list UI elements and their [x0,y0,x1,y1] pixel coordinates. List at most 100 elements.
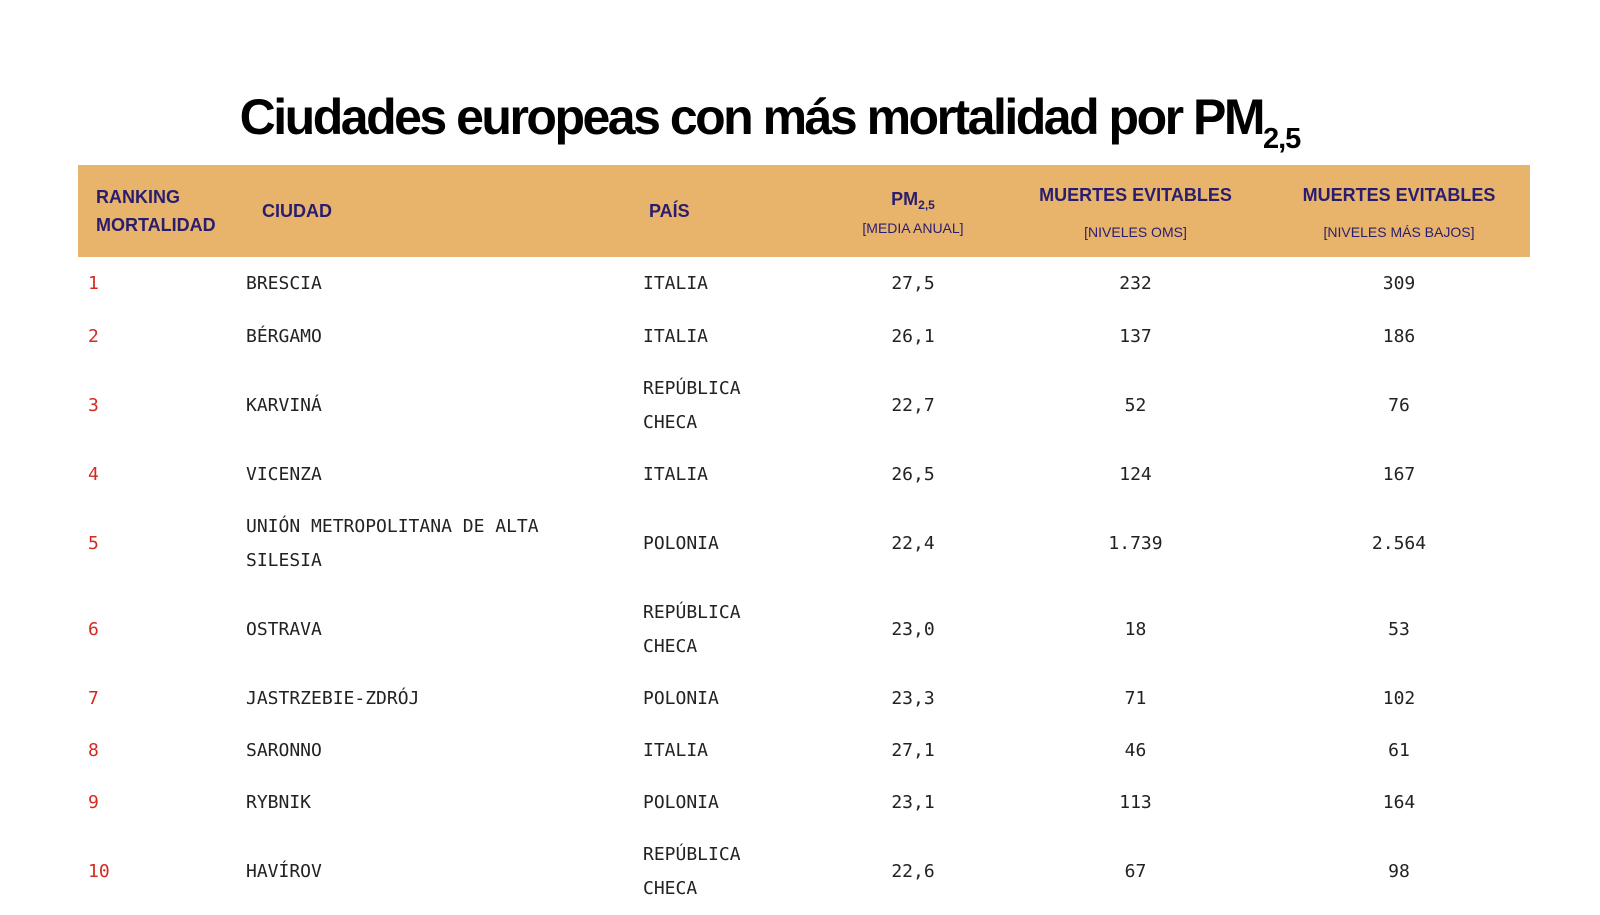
table-row: 7 JASTRZEBIE-ZDRÓJ POLONIA 23,3 71 102 [78,673,1530,725]
header-muertes-bajos-label: MUERTES EVITABLES [1302,185,1496,205]
bajos-cell: 186 [1382,326,1416,347]
rank-cell: 4 [88,464,99,485]
city-cell: SARONNO [246,740,322,761]
bajos-cell: 309 [1382,273,1416,294]
country-line1: REPÚBLICA [643,602,741,623]
pm-cell: 27,5 [891,273,935,294]
city-cell: UNIÓN METROPOLITANA DE ALTA SILESIA [246,501,643,587]
country-cell: ITALIA [643,740,709,761]
bajos-cell: 2.564 [1371,533,1427,554]
country-line2: CHECA [643,878,698,899]
title-text: Ciudades europeas con más mortalidad por… [239,88,1266,145]
city-line2: SILESIA [246,550,322,571]
mortality-table: RANKING MORTALIDAD CIUDAD PAÍS PM2,5 [ME… [78,165,1530,915]
city-cell: RYBNIK [246,792,312,813]
table-row: 3 KARVINÁ REPÚBLICA CHECA 22,7 52 76 [78,363,1530,449]
page-title: Ciudades europeas con más mortalidad por… [0,88,1540,154]
rank-cell: 1 [88,273,99,294]
city-cell: HAVÍROV [246,861,322,882]
country-line2: CHECA [643,636,698,657]
rank-cell: 2 [88,326,99,347]
table-header: RANKING MORTALIDAD CIUDAD PAÍS PM2,5 [ME… [78,165,1530,257]
table-row: 10 HAVÍROV REPÚBLICA CHECA 22,6 67 98 [78,829,1530,915]
header-muertes-bajos-note: [NIVELES MÁS BAJOS] [1323,224,1475,240]
table-row: 1 BRESCIA ITALIA 27,5 232 309 [78,257,1530,311]
header-muertes-oms-note: [NIVELES OMS] [1084,224,1187,240]
header-muertes-oms-label: MUERTES EVITABLES [1039,185,1232,205]
city-cell: OSTRAVA [246,619,322,640]
header-pais: PAÍS [643,165,823,257]
header-pm-label: PM [891,189,919,209]
table-row: 2 BÉRGAMO ITALIA 26,1 137 186 [78,311,1530,363]
header-muertes-oms: MUERTES EVITABLES [NIVELES OMS] [1003,165,1268,257]
bajos-cell: 98 [1388,861,1410,882]
pm-cell: 23,0 [891,619,935,640]
city-cell: KARVINÁ [246,395,322,416]
country-cell: POLONIA [643,792,719,813]
country-cell: POLONIA [643,533,719,554]
rank-cell: 5 [88,533,99,554]
oms-cell: 113 [1119,792,1152,813]
city-cell: VICENZA [246,464,322,485]
country-line1: REPÚBLICA [643,378,741,399]
header-ciudad: CIUDAD [246,165,643,257]
country-line1: REPÚBLICA [643,844,741,865]
bajos-cell: 164 [1382,792,1416,813]
pm-cell: 22,4 [891,533,935,554]
table-row: 8 SARONNO ITALIA 27,1 46 61 [78,725,1530,777]
rank-cell: 3 [88,395,99,416]
table-row: 9 RYBNIK POLONIA 23,1 113 164 [78,777,1530,829]
oms-cell: 67 [1124,861,1147,882]
country-cell: REPÚBLICA CHECA [643,829,823,915]
bajos-cell: 167 [1382,464,1416,485]
city-cell: BRESCIA [246,273,322,294]
rank-cell: 9 [88,792,99,813]
header-ranking: RANKING MORTALIDAD [78,165,246,257]
header-muertes-bajos: MUERTES EVITABLES [NIVELES MÁS BAJOS] [1268,165,1530,257]
header-row: RANKING MORTALIDAD CIUDAD PAÍS PM2,5 [ME… [78,165,1530,257]
oms-cell: 137 [1119,326,1152,347]
pm-cell: 26,1 [891,326,935,347]
country-cell: REPÚBLICA CHECA [643,363,823,449]
rank-cell: 8 [88,740,99,761]
pm-cell: 22,6 [891,861,935,882]
oms-cell: 71 [1124,688,1147,709]
pm-cell: 23,1 [891,792,935,813]
city-cell: BÉRGAMO [246,326,322,347]
rank-cell: 10 [88,861,110,882]
country-cell: ITALIA [643,464,709,485]
oms-cell: 18 [1124,619,1147,640]
country-cell: POLONIA [643,688,719,709]
pm-cell: 26,5 [891,464,935,485]
table-body: 1 BRESCIA ITALIA 27,5 232 309 2 BÉRGAMO … [78,257,1530,915]
header-ranking-line1: RANKING [96,187,180,207]
bajos-cell: 76 [1388,395,1410,416]
city-cell: JASTRZEBIE-ZDRÓJ [246,688,420,709]
country-line2: CHECA [643,412,698,433]
rank-cell: 6 [88,619,99,640]
title-subscript: 2,5 [1262,122,1301,155]
pm-cell: 27,1 [891,740,935,761]
pm-cell: 23,3 [891,688,935,709]
city-line1: UNIÓN METROPOLITANA DE ALTA [246,516,539,537]
bajos-cell: 53 [1388,619,1410,640]
oms-cell: 124 [1119,464,1152,485]
header-ciudad-label: CIUDAD [262,201,332,221]
header-ranking-line2: MORTALIDAD [96,215,216,235]
rank-cell: 7 [88,688,99,709]
header-pais-label: PAÍS [649,201,690,221]
oms-cell: 52 [1124,395,1147,416]
bajos-cell: 61 [1388,740,1410,761]
table-row: 6 OSTRAVA REPÚBLICA CHECA 23,0 18 53 [78,587,1530,673]
oms-cell: 46 [1124,740,1147,761]
header-pm: PM2,5 [MEDIA ANUAL] [823,165,1003,257]
oms-cell: 232 [1119,273,1152,294]
header-pm-note: [MEDIA ANUAL] [862,220,964,236]
bajos-cell: 102 [1382,688,1416,709]
country-cell: ITALIA [643,273,709,294]
mortality-table-container: RANKING MORTALIDAD CIUDAD PAÍS PM2,5 [ME… [78,165,1530,915]
country-cell: ITALIA [643,326,709,347]
oms-cell: 1.739 [1108,533,1163,554]
table-row: 5 UNIÓN METROPOLITANA DE ALTA SILESIA PO… [78,501,1530,587]
country-cell: REPÚBLICA CHECA [643,587,823,673]
